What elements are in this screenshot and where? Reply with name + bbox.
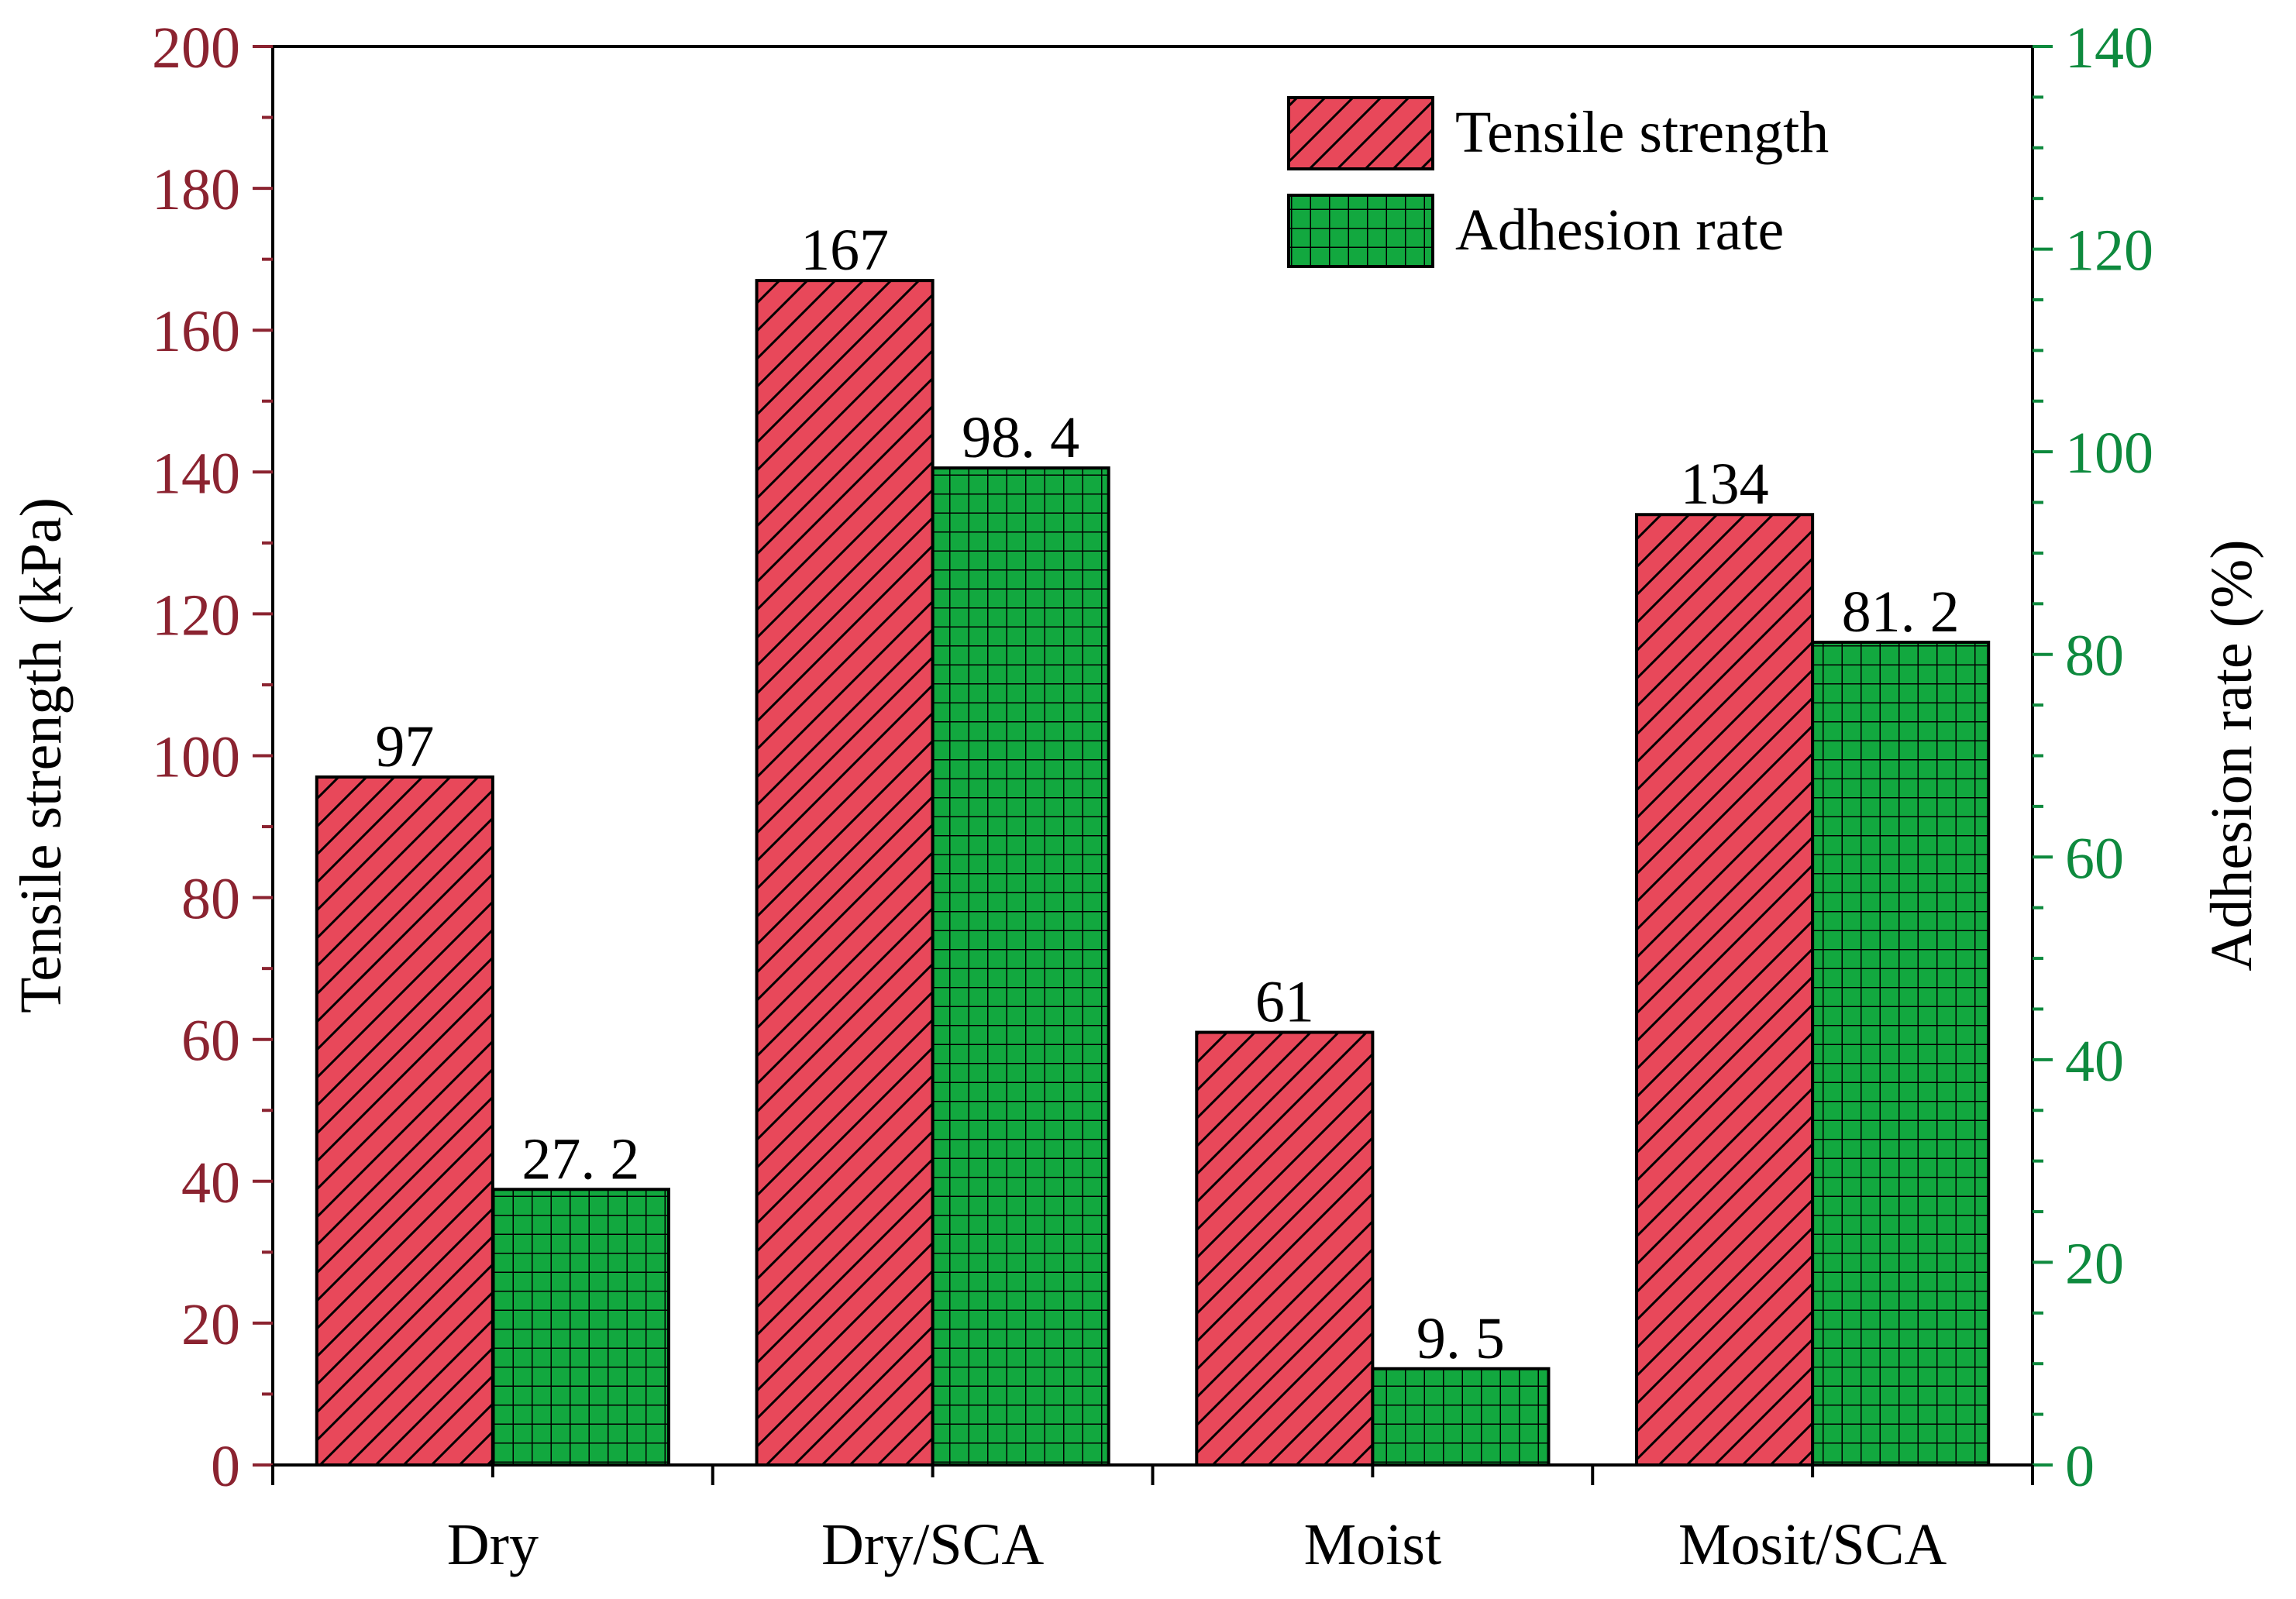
legend-swatch-adhesion-rate bbox=[1287, 194, 1434, 268]
left-tick-label: 180 bbox=[152, 157, 240, 222]
left-tick-label: 120 bbox=[152, 583, 240, 648]
left-axis-ticks: 0 20 40 60 80 100 120 140 160 180 200 bbox=[152, 15, 273, 1499]
adhesion-rate-value-label: 27. 2 bbox=[522, 1126, 639, 1192]
right-tick-label: 120 bbox=[2065, 218, 2153, 284]
left-tick-label: 40 bbox=[181, 1150, 240, 1216]
right-axis-ticks: 0 20 40 60 80 100 120 140 bbox=[2033, 15, 2153, 1499]
adhesion-rate-value-label: 98. 4 bbox=[962, 405, 1079, 470]
left-tick-label: 20 bbox=[181, 1292, 240, 1357]
legend-label-tensile-strength: Tensile strength bbox=[1455, 100, 1829, 165]
tensile-strength-value-label: 167 bbox=[800, 218, 889, 283]
left-tick-label: 0 bbox=[211, 1434, 240, 1499]
left-tick-label: 80 bbox=[181, 867, 240, 932]
adhesion-rate-value-label: 9. 5 bbox=[1416, 1306, 1505, 1371]
left-tick-label: 140 bbox=[152, 441, 240, 506]
left-tick-label: 100 bbox=[152, 725, 240, 790]
right-tick-label: 20 bbox=[2065, 1231, 2124, 1296]
left-tick-label: 200 bbox=[152, 15, 240, 81]
category-label: Mosit/SCA bbox=[1678, 1512, 1947, 1577]
adhesion-rate-bar bbox=[491, 1188, 670, 1467]
tensile-strength-bar bbox=[1195, 1030, 1375, 1467]
tensile-strength-value-label: 61 bbox=[1255, 970, 1314, 1035]
left-axis-title: Tensile strength (kPa) bbox=[9, 497, 74, 1013]
left-tick-label: 60 bbox=[181, 1009, 240, 1074]
category-label: Dry bbox=[447, 1512, 539, 1577]
right-tick-label: 140 bbox=[2065, 15, 2153, 81]
right-tick-label: 80 bbox=[2065, 624, 2124, 689]
bars-group: 97 27. 2 167 98. 4 61 9. 5 134 81. 2 bbox=[315, 218, 1991, 1467]
legend: Tensile strength Adhesion rate bbox=[1287, 96, 1829, 268]
right-tick-label: 40 bbox=[2065, 1029, 2124, 1094]
adhesion-rate-bar bbox=[1811, 641, 1991, 1467]
tensile-strength-value-label: 134 bbox=[1681, 452, 1769, 517]
adhesion-rate-bar bbox=[1371, 1367, 1551, 1467]
right-tick-label: 60 bbox=[2065, 826, 2124, 891]
tensile-strength-bar bbox=[315, 775, 494, 1467]
category-label: Moist bbox=[1304, 1512, 1441, 1577]
tensile-strength-bar bbox=[755, 279, 935, 1467]
bottom-axis-ticks: Dry Dry/SCA Moist Mosit/SCA bbox=[271, 1465, 2034, 1577]
right-tick-label: 0 bbox=[2065, 1434, 2095, 1499]
legend-label-adhesion-rate: Adhesion rate bbox=[1455, 198, 1784, 263]
right-axis-title: Adhesion rate (%) bbox=[2199, 539, 2264, 971]
legend-swatch-tensile-strength bbox=[1287, 96, 1434, 170]
adhesion-rate-value-label: 81. 2 bbox=[1842, 579, 1960, 645]
category-label: Dry/SCA bbox=[821, 1512, 1044, 1577]
left-tick-label: 160 bbox=[152, 299, 240, 364]
adhesion-rate-bar bbox=[931, 466, 1110, 1467]
right-tick-label: 100 bbox=[2065, 421, 2153, 486]
tensile-strength-value-label: 97 bbox=[375, 714, 434, 779]
tensile-strength-bar bbox=[1635, 513, 1815, 1467]
